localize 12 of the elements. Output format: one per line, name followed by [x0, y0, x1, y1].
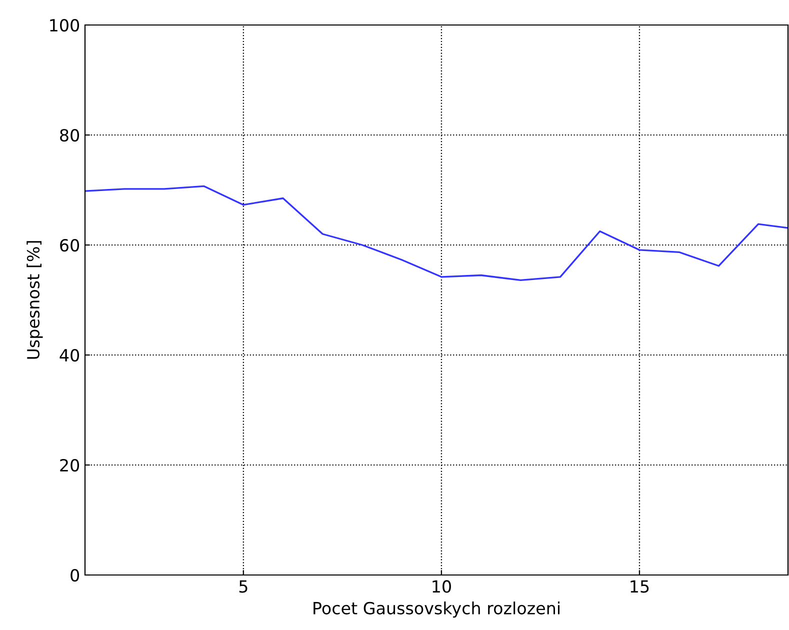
y-tick-label: 100	[50, 18, 80, 32]
x-tick-label: 5	[239, 580, 248, 593]
y-tick-label: 60	[60, 238, 80, 252]
y-tick-label: 40	[60, 348, 80, 362]
line-series	[85, 185, 788, 282]
y-tick-label: 80	[60, 128, 80, 142]
x-tick-label: 15	[630, 580, 649, 593]
y-tick-label: 0	[70, 568, 80, 582]
y-axis-title: Uspesnost [%]	[26, 241, 43, 359]
x-tick-label: 10	[432, 580, 451, 593]
y-tick-label: 20	[60, 458, 80, 472]
x-axis-title: Pocet Gaussovskych rozlozeni	[314, 602, 560, 618]
